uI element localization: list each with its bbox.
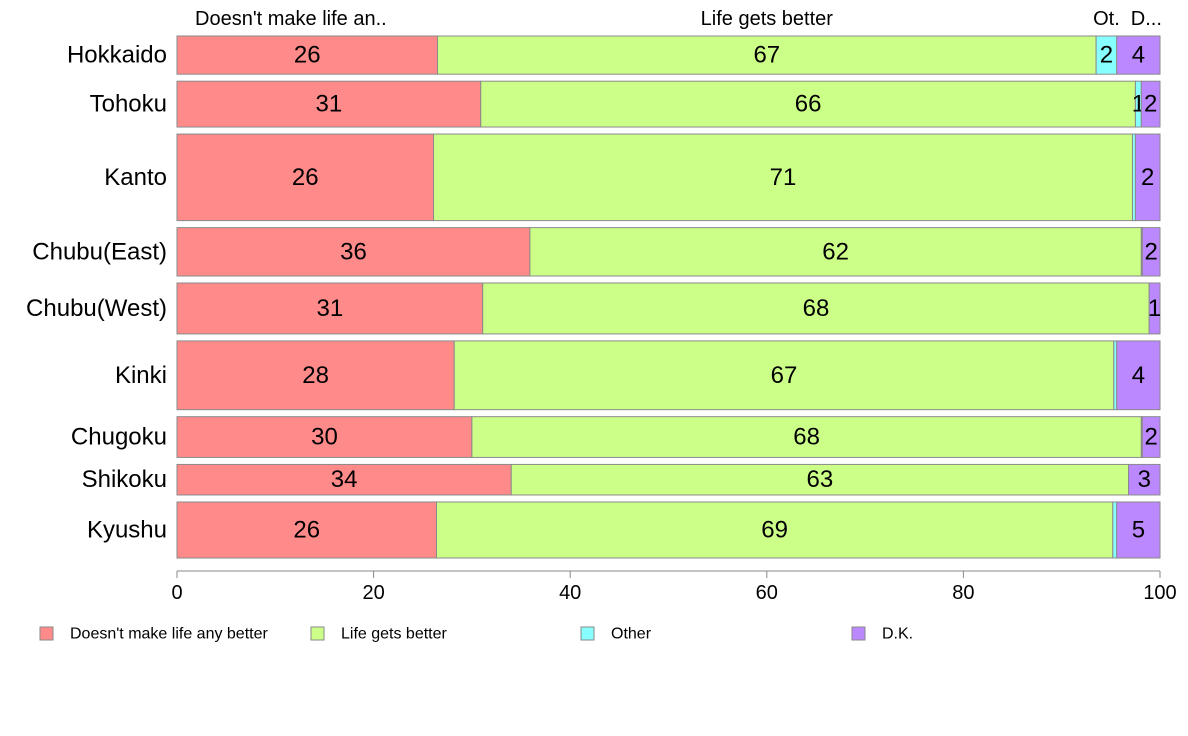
legend-swatch — [851, 626, 866, 641]
bar-row-chubu-west: Chubu(West) 31 68 1 — [26, 282, 1161, 335]
value-label: 63 — [807, 466, 834, 493]
value-label: 5 — [1132, 516, 1145, 543]
bar-segment-d-k — [1128, 463, 1161, 496]
value-label: 67 — [753, 42, 780, 69]
bar-segment-life-gets-better — [436, 501, 1114, 559]
top-category-labels: Doesn't make life an.. Life gets better Ot… — [195, 8, 1162, 30]
bar-row-chugoku: Chugoku 30 68 2 — [71, 416, 1161, 458]
category-label: Chubu(East) — [32, 238, 167, 265]
top-label-other: Ot. — [1093, 8, 1120, 30]
bar-segment-doesn-t-make-life-any-better — [176, 133, 435, 222]
value-label: 2 — [1144, 91, 1157, 118]
bar-segment-other — [1112, 501, 1118, 559]
bar-segment-d-k — [1140, 80, 1161, 128]
bar-row-kinki: Kinki 28 67 4 — [115, 340, 1161, 411]
bar-segment-doesn-t-make-life-any-better — [176, 227, 531, 277]
legend-label: D.K. — [882, 626, 913, 643]
category-label: Chubu(West) — [26, 295, 167, 322]
bar-row-shikoku: Shikoku 34 63 3 — [82, 463, 1161, 496]
value-label: 66 — [795, 91, 822, 118]
value-label: 36 — [340, 238, 367, 265]
bar-segment-d-k — [1116, 501, 1161, 559]
bar-segment-d-k — [1141, 227, 1161, 277]
legend-item-life-gets-better: Life gets better — [310, 626, 448, 643]
value-label: 2 — [1144, 424, 1157, 451]
bar-segment-doesn-t-make-life-any-better — [176, 463, 512, 496]
top-label-life-gets-better: Life gets better — [701, 8, 834, 30]
bar-segment-d-k — [1116, 35, 1161, 75]
value-label: 31 — [316, 91, 343, 118]
bar-segment-doesn-t-make-life-any-better — [176, 80, 482, 128]
x-tick-label: 40 — [559, 582, 581, 604]
value-label: 26 — [292, 164, 319, 191]
legend-swatch — [580, 626, 595, 641]
top-label-dk: D... — [1131, 8, 1162, 30]
x-tick-label: 80 — [952, 582, 974, 604]
legend-swatch — [39, 626, 54, 641]
bar-row-chubu-east: Chubu(East) 36 62 2 — [32, 227, 1161, 277]
bar-segment-doesn-t-make-life-any-better — [176, 340, 455, 411]
bar-segment-life-gets-better — [453, 340, 1115, 411]
x-tick-label: 100 — [1143, 582, 1176, 604]
bar-segment-life-gets-better — [480, 80, 1136, 128]
category-label: Tohoku — [90, 91, 167, 118]
bar-segment-life-gets-better — [436, 35, 1097, 75]
value-label: 1 — [1148, 295, 1161, 322]
category-label: Shikoku — [82, 466, 167, 493]
value-label: 26 — [294, 42, 321, 69]
bar-row-kanto: Kanto 26 71 2 — [104, 133, 1161, 222]
value-label: 2 — [1144, 238, 1157, 265]
legend-item-d-k: D.K. — [851, 626, 913, 643]
legend-item-doesn-t-make-life-any-better: Doesn't make life any better — [39, 626, 268, 643]
category-label: Kyushu — [87, 516, 167, 543]
bar-segment-doesn-t-make-life-any-better — [176, 282, 484, 335]
value-label: 34 — [331, 466, 358, 493]
bar-segment-d-k — [1141, 416, 1161, 458]
x-axis: 0 20 40 60 80 100 — [171, 570, 1177, 604]
value-label: 69 — [761, 516, 788, 543]
bar-segment-doesn-t-make-life-any-better — [176, 501, 438, 559]
bar-segment-life-gets-better — [482, 282, 1150, 335]
value-label: 2 — [1100, 42, 1113, 69]
value-label: 26 — [293, 516, 320, 543]
bar-segment-d-k — [1134, 133, 1161, 222]
top-label-doesnt-make-life: Doesn't make life an.. — [195, 8, 387, 30]
value-label: 30 — [311, 424, 338, 451]
value-label: 68 — [803, 295, 830, 322]
bar-segment-life-gets-better — [529, 227, 1142, 277]
bar-row-tohoku: Tohoku 31 66 12 — [90, 80, 1161, 128]
value-label: 28 — [302, 362, 329, 389]
category-label: Hokkaido — [67, 42, 167, 69]
x-tick-label: 0 — [171, 582, 182, 604]
legend: Doesn't make life any better Life gets be… — [39, 626, 913, 643]
value-label: 62 — [822, 238, 849, 265]
legend-swatch — [310, 626, 325, 641]
bar-row-hokkaido: Hokkaido 26 67 2 4 — [67, 35, 1161, 75]
x-tick-label: 20 — [362, 582, 384, 604]
value-label: 71 — [770, 164, 797, 191]
value-label: 2 — [1141, 164, 1154, 191]
legend-label: Doesn't make life any better — [70, 626, 268, 643]
value-label: 4 — [1132, 42, 1145, 69]
bar-segment-doesn-t-make-life-any-better — [176, 35, 438, 75]
bar-row-kyushu: Kyushu 26 69 5 — [87, 501, 1161, 559]
bar-segment-life-gets-better — [510, 463, 1130, 496]
category-label: Chugoku — [71, 424, 167, 451]
legend-label: Life gets better — [341, 626, 448, 643]
legend-label: Other — [611, 626, 652, 643]
value-label: 4 — [1132, 362, 1145, 389]
legend-item-other: Other — [580, 626, 652, 643]
value-label: 67 — [771, 362, 798, 389]
bar-segment-d-k — [1116, 340, 1161, 411]
category-label: Kinki — [115, 362, 167, 389]
value-label: 68 — [793, 424, 820, 451]
category-label: Kanto — [104, 164, 167, 191]
bar-segment-d-k — [1148, 282, 1161, 335]
value-label: 3 — [1138, 466, 1151, 493]
x-tick-label: 60 — [756, 582, 778, 604]
value-label: 31 — [317, 295, 344, 322]
